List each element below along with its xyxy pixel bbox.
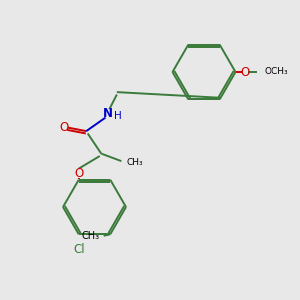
Text: O: O [59,121,68,134]
Text: CH₃: CH₃ [82,231,100,241]
Text: Cl: Cl [74,243,85,256]
Text: O: O [241,65,250,79]
Text: O: O [74,167,83,180]
Text: OCH₃: OCH₃ [265,67,288,76]
Text: H: H [114,111,121,121]
Text: N: N [103,106,113,120]
Text: CH₃: CH₃ [127,158,143,167]
